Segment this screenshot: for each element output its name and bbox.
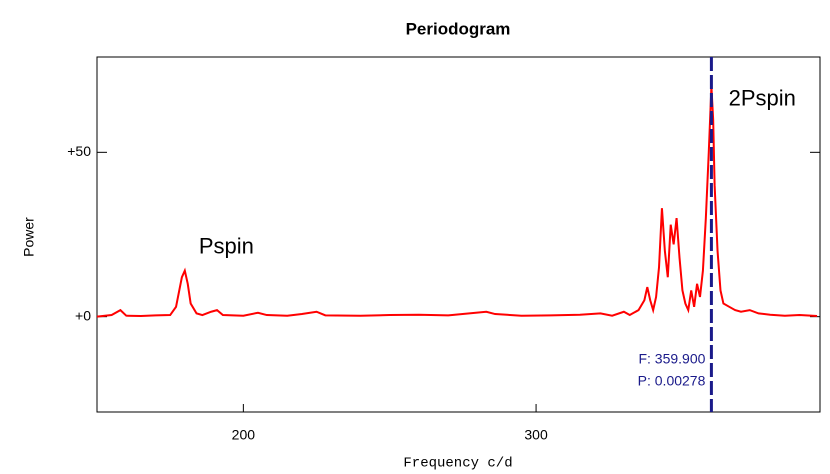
annotation: Pspin (199, 233, 254, 258)
y-tick-label: +50 (67, 143, 91, 159)
chart-title: Periodogram (406, 19, 511, 38)
x-axis-label: Frequency c/d (403, 456, 512, 472)
plot-frame (96, 56, 821, 413)
periodogram-line (96, 86, 818, 318)
y-axis-label: Power (21, 217, 37, 257)
x-tick-label: 300 (524, 427, 548, 443)
x-tick-label: 200 (232, 427, 256, 443)
annotation: 2Pspin (729, 86, 796, 111)
cursor-label: F: 359.900 (638, 351, 705, 367)
cursor-label: P: 0.00278 (638, 373, 706, 389)
y-tick-label: +0 (75, 307, 91, 323)
